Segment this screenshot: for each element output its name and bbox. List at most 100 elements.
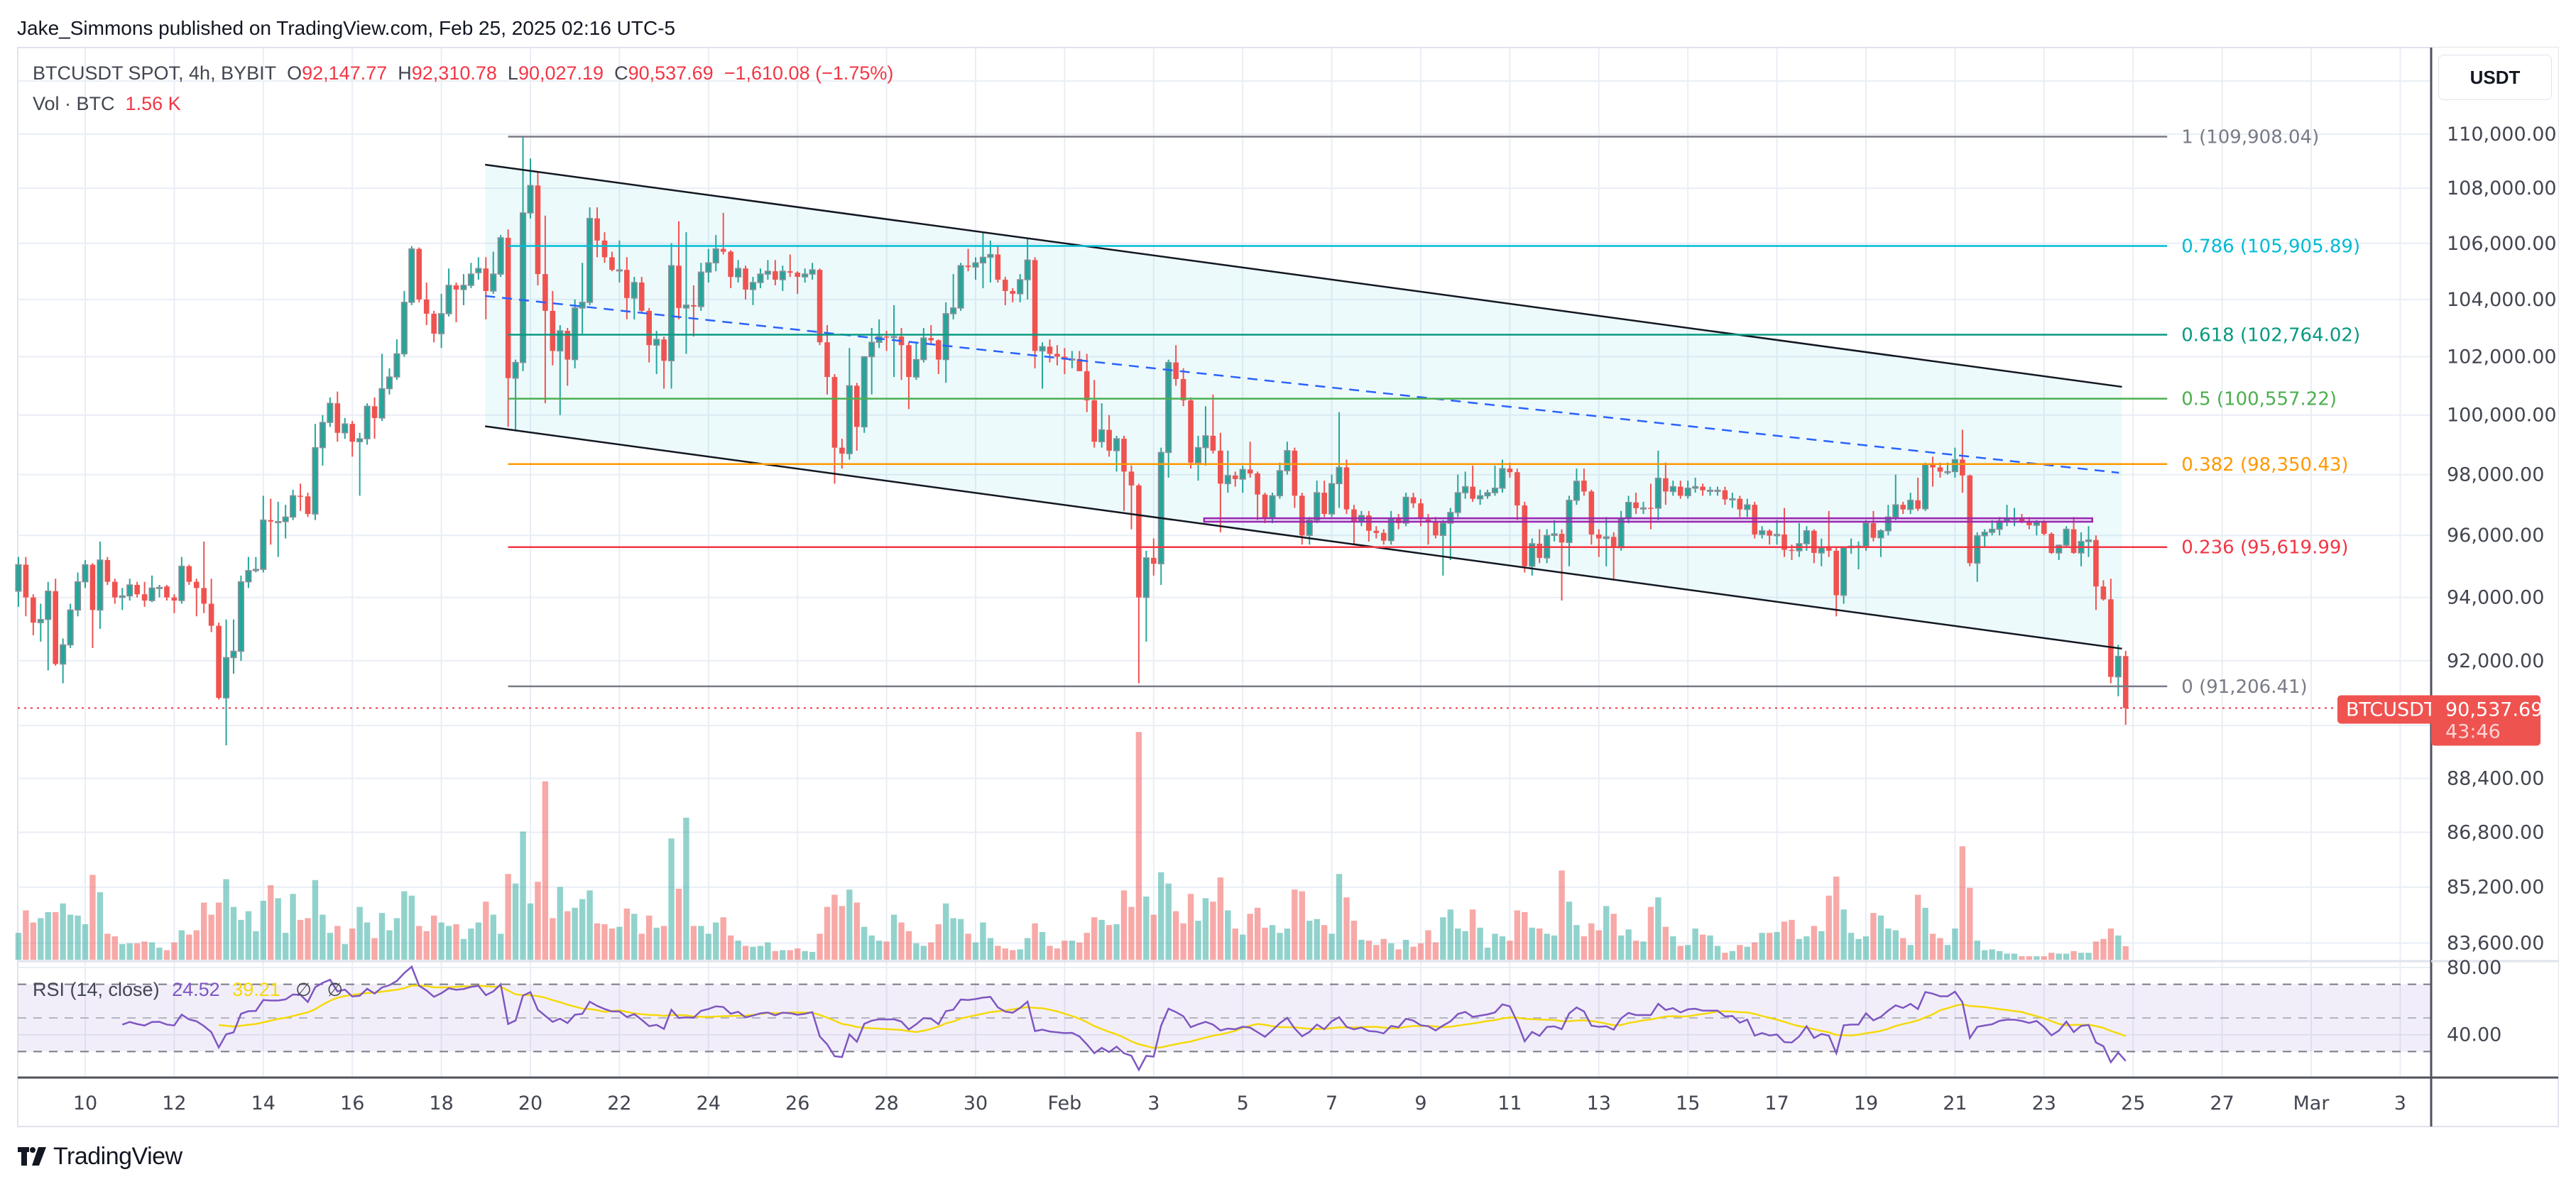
candle [950,274,957,319]
candle-body [23,564,29,598]
volume-bar [2100,938,2107,960]
symbol-legend[interactable]: BTCUSDT SPOT, 4h, BYBIT O92,147.77 H92,3… [33,62,893,84]
candle-body [831,377,838,448]
rsi-ma-value: 39.21 [232,979,280,1000]
volume-bar [208,914,214,960]
candle [89,563,96,648]
candle [2085,526,2092,557]
volume-bar [1158,872,1164,960]
candle [1484,489,1491,499]
candle [586,207,594,305]
candle [1010,287,1016,302]
candle-body [60,644,67,665]
candle-body [349,424,355,442]
volume-bar [1848,933,1855,960]
price-axis-background[interactable] [2431,48,2558,1078]
candle [223,619,230,745]
volume-bar [1581,936,1588,960]
volume-bar [668,838,675,960]
candle [155,585,163,598]
candle [1499,459,1506,493]
candle [60,638,67,684]
candle [697,263,704,311]
time-axis-label: 20 [518,1092,542,1114]
volume-bar [965,933,971,960]
candle [1091,380,1097,448]
volume-bar [230,906,237,960]
volume-bar [2070,950,2077,960]
drawings-front[interactable]: 1 (109,908.04) 0.786 (105,905.89) 0.618 (1… [18,126,2431,709]
volume-bar [757,946,764,960]
volume-bar [987,938,994,960]
volume-bar [2122,946,2129,960]
candle [1892,474,1899,520]
candle-body [883,336,890,338]
volume-bar [1967,887,1973,960]
candle-body [356,438,364,443]
time-axis-label: 27 [2210,1092,2234,1114]
support-zone-rectangle[interactable] [1203,517,2093,523]
candle [290,489,297,520]
candle [364,403,371,445]
volume-legend[interactable]: Vol · BTC 1.56 K [33,93,181,115]
candle [1247,442,1253,478]
candle-body [1915,500,1921,509]
volume-bar [1410,946,1417,960]
candle [97,541,104,630]
candle-body [327,402,334,423]
candle-body [868,341,875,358]
candle [1373,526,1380,539]
candle-body [661,339,667,361]
candle-body [483,268,489,291]
candle-body [1989,528,1996,533]
candle [691,285,697,337]
candle-body [460,285,467,290]
candle [1684,481,1691,499]
candle [512,359,519,432]
volume-bar [1032,923,1038,960]
candle [1410,493,1417,508]
candle-body [1729,498,1736,500]
candle [1188,397,1194,469]
last-price-tag [2431,695,2540,746]
volume-bar [1402,939,1409,960]
symbol-name[interactable]: BTCUSDT SPOT, 4h, BYBIT [33,62,277,84]
candle [319,415,326,466]
volume-bar [527,903,534,960]
volume-bar [705,933,711,960]
channel-upper-line[interactable] [485,163,2122,388]
tradingview-logo[interactable]: TradingView [18,1143,182,1171]
candle [720,212,726,255]
volume-bar [1417,943,1424,960]
candle-body [965,265,971,268]
candle-body [186,566,192,582]
volume-bar [445,926,452,960]
price-axis-label: 110,000.00 [2447,124,2557,146]
candle [467,263,474,288]
volume-bar [1240,934,1246,960]
volume-bar [356,906,363,960]
volume-bar [1752,942,1758,960]
candle [393,339,400,380]
rsi-band [18,983,2431,1053]
candle-body [564,331,571,360]
channel-midline[interactable] [485,295,2119,474]
price-axis-label: 94,000.00 [2447,587,2544,609]
currency-button[interactable]: USDT [2438,55,2552,100]
candle [861,356,868,433]
candle-body [2041,521,2047,535]
candle [1515,469,1520,520]
candle [490,251,497,294]
volume-bar [1358,939,1365,960]
rsi-title[interactable]: RSI (14, close) [33,979,160,1000]
rsi-legend[interactable]: RSI (14, close) 24.52 39.21 ∅ ∅ [33,979,343,1001]
candle [2100,580,2107,601]
candle-body [601,240,608,258]
volume-bar [1098,919,1105,960]
volume-bar [520,831,526,960]
candle [15,557,22,607]
candle-body [1603,536,1610,539]
volume-bar [1862,936,1870,960]
candle [497,235,504,278]
